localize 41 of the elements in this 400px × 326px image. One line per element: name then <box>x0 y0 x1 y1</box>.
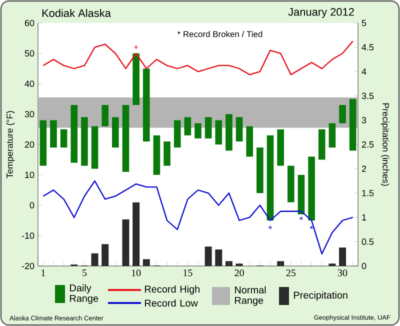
x-tick-label: 15 <box>184 270 192 276</box>
x-tick-label: 30 <box>338 270 348 276</box>
legend-label: Daily Range <box>70 284 98 304</box>
y-tick-label: 60 <box>24 20 34 26</box>
annotation: * <box>134 45 138 49</box>
legend-label: Precipitation <box>294 291 348 301</box>
y-tick-label: 20 <box>24 141 34 148</box>
y2-tick-label: 3.5 <box>362 92 374 100</box>
chart-title: Kodiak Alaska <box>42 8 111 18</box>
legend-label: Normal Range <box>235 286 266 306</box>
legend-label: Record High <box>145 285 200 295</box>
x-tick-label: 25 <box>286 270 296 276</box>
y-tick-label: 10 <box>25 172 34 178</box>
y2-tick-label: 1 <box>362 214 366 220</box>
y-axis-title: Temperature (°F) <box>6 111 15 178</box>
y-tick-label: 50 <box>24 50 34 57</box>
y2-tick-label: 0.5 <box>362 238 374 245</box>
y-tick-label: -20 <box>22 262 34 270</box>
y-tick-label: 40 <box>24 80 34 87</box>
annotation: * Record Broken / Tied <box>177 30 262 38</box>
annotation: * <box>268 226 272 230</box>
y2-tick-label: 3 <box>362 117 366 124</box>
y-tick-label: 0 <box>30 202 34 208</box>
y2-axis-title: Precipitation (inches) <box>380 103 390 186</box>
chart-subtitle: January 2012 <box>288 8 354 18</box>
y2-tick-label: 1.5 <box>362 190 374 196</box>
y-tick-label: 30 <box>24 110 34 118</box>
annotation: * <box>310 226 314 230</box>
x-tick-label: 1 <box>42 270 46 276</box>
y2-tick-label: 2 <box>362 166 366 172</box>
annotation: * <box>299 216 304 220</box>
y2-tick-label: 5 <box>362 20 366 26</box>
x-tick-label: 5 <box>82 270 87 276</box>
y2-tick-label: 4 <box>362 68 366 75</box>
y2-tick-label: 2.5 <box>362 141 374 148</box>
y2-tick-label: 0 <box>362 262 366 270</box>
y-tick-label: -10 <box>22 232 34 239</box>
legend-label: Record Low <box>145 299 198 307</box>
x-tick-label: 20 <box>234 270 244 276</box>
x-tick-label: 10 <box>132 270 141 276</box>
y2-tick-label: 4.5 <box>362 44 374 50</box>
